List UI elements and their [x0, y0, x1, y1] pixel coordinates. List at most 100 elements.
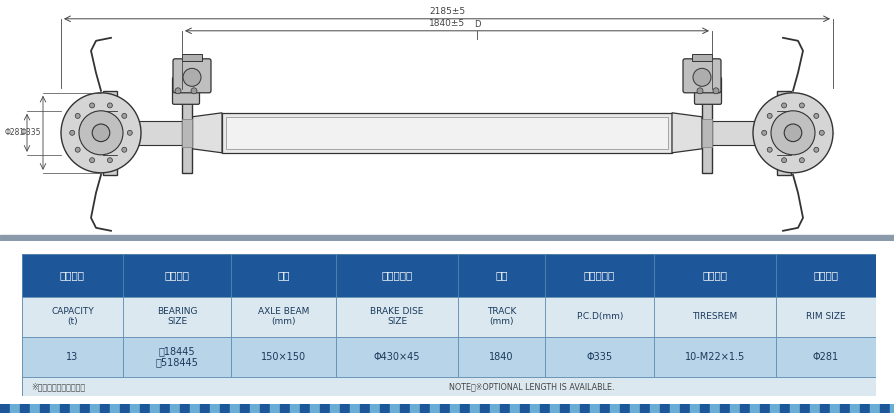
Bar — [232, 254, 336, 297]
Bar — [545, 297, 654, 337]
Text: 轴管: 轴管 — [277, 271, 290, 280]
Bar — [654, 254, 776, 297]
Circle shape — [75, 147, 80, 152]
Bar — [510, 404, 520, 413]
Circle shape — [107, 158, 113, 163]
Bar — [670, 404, 680, 413]
Bar — [630, 404, 640, 413]
Circle shape — [89, 158, 95, 163]
Bar — [770, 404, 780, 413]
Bar — [200, 404, 210, 413]
Bar — [870, 404, 880, 413]
Text: 额定负载: 额定负载 — [60, 271, 85, 280]
Bar — [232, 337, 336, 377]
Bar — [336, 297, 458, 337]
Bar — [220, 404, 230, 413]
Bar — [30, 404, 40, 413]
Circle shape — [79, 111, 123, 155]
Bar — [122, 337, 232, 377]
Text: 轮胎螺栓: 轮胎螺栓 — [703, 271, 728, 280]
Text: 13: 13 — [66, 351, 79, 362]
Bar — [702, 119, 712, 147]
Bar — [840, 404, 850, 413]
FancyBboxPatch shape — [22, 254, 876, 396]
Bar — [610, 404, 620, 413]
Polygon shape — [757, 117, 775, 149]
Bar — [520, 404, 530, 413]
Text: CAPACITY
(t): CAPACITY (t) — [51, 307, 94, 326]
Bar — [820, 404, 830, 413]
Bar — [260, 404, 270, 413]
Bar — [500, 404, 510, 413]
Bar — [232, 297, 336, 337]
Polygon shape — [119, 117, 137, 149]
Text: 内18445
公518445: 内18445 公518445 — [156, 346, 198, 368]
Bar — [70, 404, 80, 413]
Circle shape — [799, 158, 805, 163]
Bar — [480, 404, 490, 413]
Bar — [776, 337, 876, 377]
Bar — [890, 404, 894, 413]
Bar — [400, 404, 410, 413]
Bar — [280, 404, 290, 413]
Bar — [430, 404, 440, 413]
Circle shape — [697, 88, 703, 94]
Bar — [182, 119, 192, 147]
Bar — [230, 404, 240, 413]
Text: 轴承型号: 轴承型号 — [164, 271, 190, 280]
Bar — [830, 404, 840, 413]
Bar — [540, 404, 550, 413]
Bar — [150, 404, 160, 413]
Bar — [350, 404, 360, 413]
FancyBboxPatch shape — [173, 59, 211, 93]
Polygon shape — [192, 113, 222, 153]
Bar — [140, 404, 150, 413]
Bar — [720, 404, 730, 413]
Bar — [290, 404, 300, 413]
Bar — [790, 404, 800, 413]
Circle shape — [127, 131, 132, 135]
Text: Φ281: Φ281 — [4, 128, 25, 137]
Text: TRACK
(mm): TRACK (mm) — [487, 307, 516, 326]
Bar — [450, 404, 460, 413]
Text: ※长度可按客户要求定制: ※长度可按客户要求定制 — [31, 382, 85, 391]
Bar — [180, 404, 190, 413]
Polygon shape — [672, 113, 702, 153]
Bar — [458, 337, 545, 377]
Bar — [570, 404, 580, 413]
Bar — [160, 404, 170, 413]
Bar — [740, 404, 750, 413]
Circle shape — [799, 103, 805, 108]
Text: AXLE BEAM
(mm): AXLE BEAM (mm) — [258, 307, 309, 326]
Bar — [702, 121, 757, 145]
Bar — [530, 404, 540, 413]
Text: BEARING
SIZE: BEARING SIZE — [156, 307, 198, 326]
Bar — [226, 117, 668, 149]
Text: BRAKE DISE
SIZE: BRAKE DISE SIZE — [370, 307, 424, 326]
Circle shape — [781, 158, 787, 163]
Bar — [700, 404, 710, 413]
Bar — [60, 404, 70, 413]
Circle shape — [70, 131, 75, 135]
Circle shape — [784, 124, 802, 142]
Bar — [50, 404, 60, 413]
Bar — [190, 404, 200, 413]
Bar — [22, 377, 876, 396]
Circle shape — [122, 147, 127, 152]
Bar — [310, 404, 320, 413]
Text: 150×150: 150×150 — [261, 351, 307, 362]
Bar — [103, 91, 117, 175]
Bar — [850, 404, 860, 413]
Text: Φ281: Φ281 — [813, 351, 839, 362]
Text: D: D — [474, 20, 480, 29]
Circle shape — [819, 131, 824, 135]
Bar — [460, 404, 470, 413]
Bar — [777, 91, 791, 175]
Bar — [130, 404, 140, 413]
Circle shape — [767, 114, 772, 119]
Text: 轮距: 轮距 — [495, 271, 508, 280]
Circle shape — [183, 68, 201, 86]
Text: P.C.D(mm): P.C.D(mm) — [576, 312, 623, 321]
Circle shape — [713, 88, 719, 94]
Bar — [270, 404, 280, 413]
